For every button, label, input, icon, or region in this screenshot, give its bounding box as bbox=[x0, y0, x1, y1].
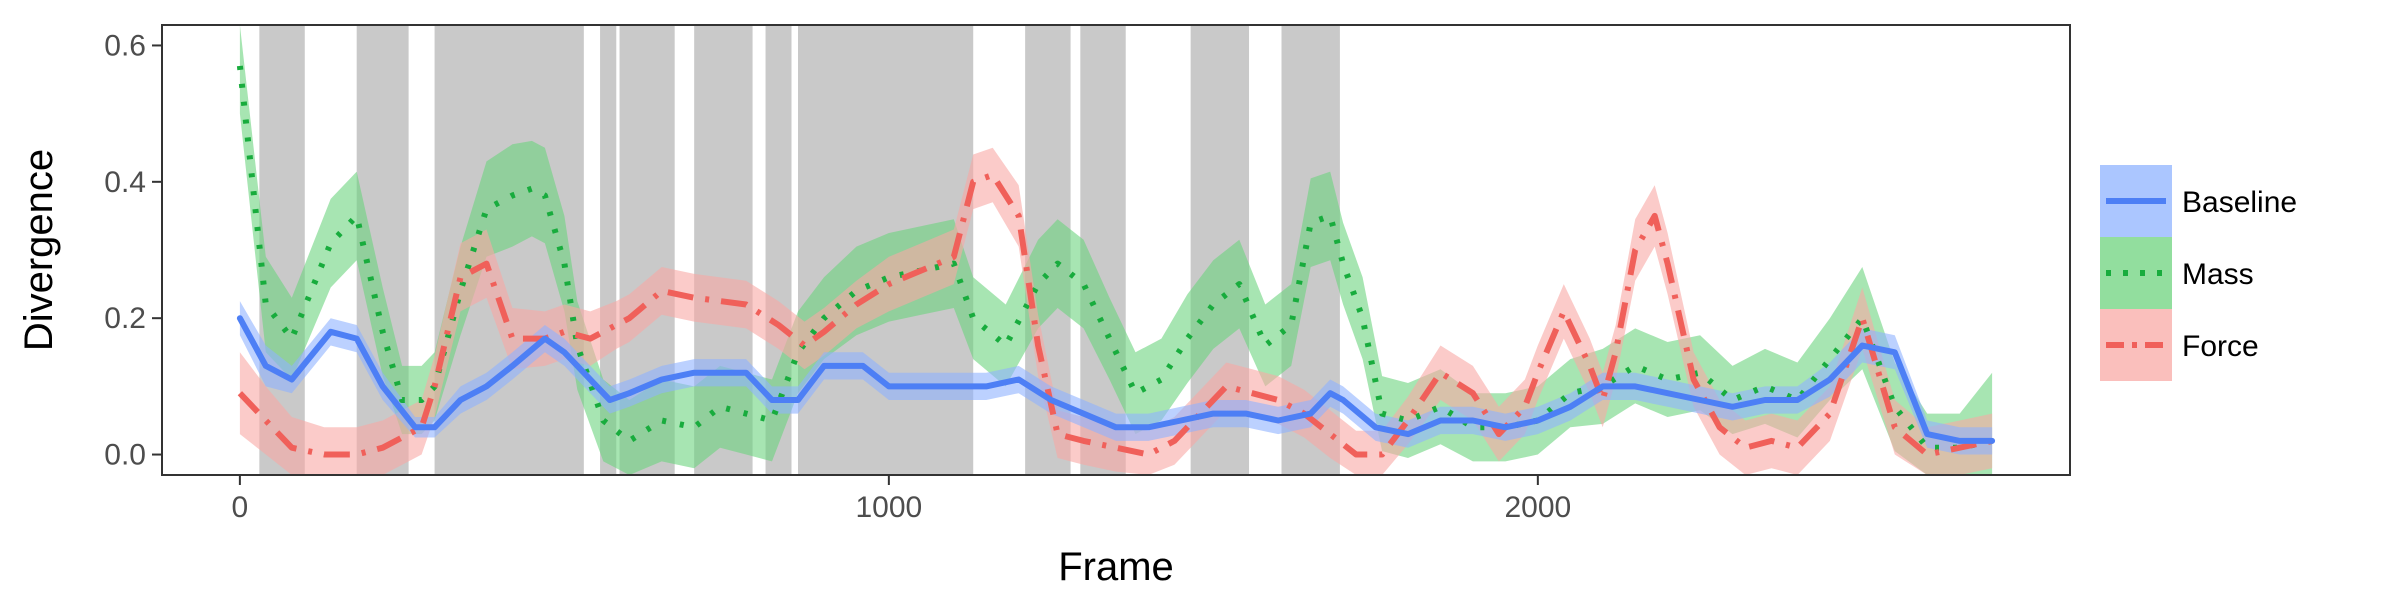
plot-panel bbox=[161, 24, 2071, 476]
band-force bbox=[239, 147, 1993, 475]
y-tick-label: 0.0 bbox=[104, 439, 146, 472]
shaded-interval bbox=[600, 25, 617, 475]
legend-label: Force bbox=[2182, 330, 2259, 363]
y-tick-label: 0.2 bbox=[104, 302, 146, 335]
legend-label: Baseline bbox=[2182, 186, 2297, 219]
y-tick-label: 0.6 bbox=[104, 29, 146, 62]
x-axis: 0 1000 2000 bbox=[232, 475, 1571, 524]
x-tick-label: 2000 bbox=[1504, 491, 1571, 524]
y-axis: 0.0 0.2 0.4 0.6 bbox=[104, 29, 162, 472]
x-axis-title: Frame bbox=[1058, 545, 1174, 589]
y-tick-label: 0.4 bbox=[104, 166, 146, 199]
line-baseline bbox=[236, 315, 1996, 444]
x-tick-label: 1000 bbox=[855, 491, 922, 524]
legend-item-force: Force bbox=[2100, 309, 2259, 381]
series-lines bbox=[236, 65, 1996, 458]
y-axis-title: Divergence bbox=[17, 149, 61, 351]
legend-item-baseline: Baseline bbox=[2100, 165, 2297, 237]
legend: Baseline Mass Force bbox=[2100, 165, 2297, 381]
x-tick-label: 0 bbox=[232, 491, 249, 524]
legend-item-mass: Mass bbox=[2100, 237, 2254, 309]
line-force bbox=[237, 172, 1993, 458]
panel-border bbox=[161, 24, 2071, 476]
legend-label: Mass bbox=[2182, 258, 2254, 291]
